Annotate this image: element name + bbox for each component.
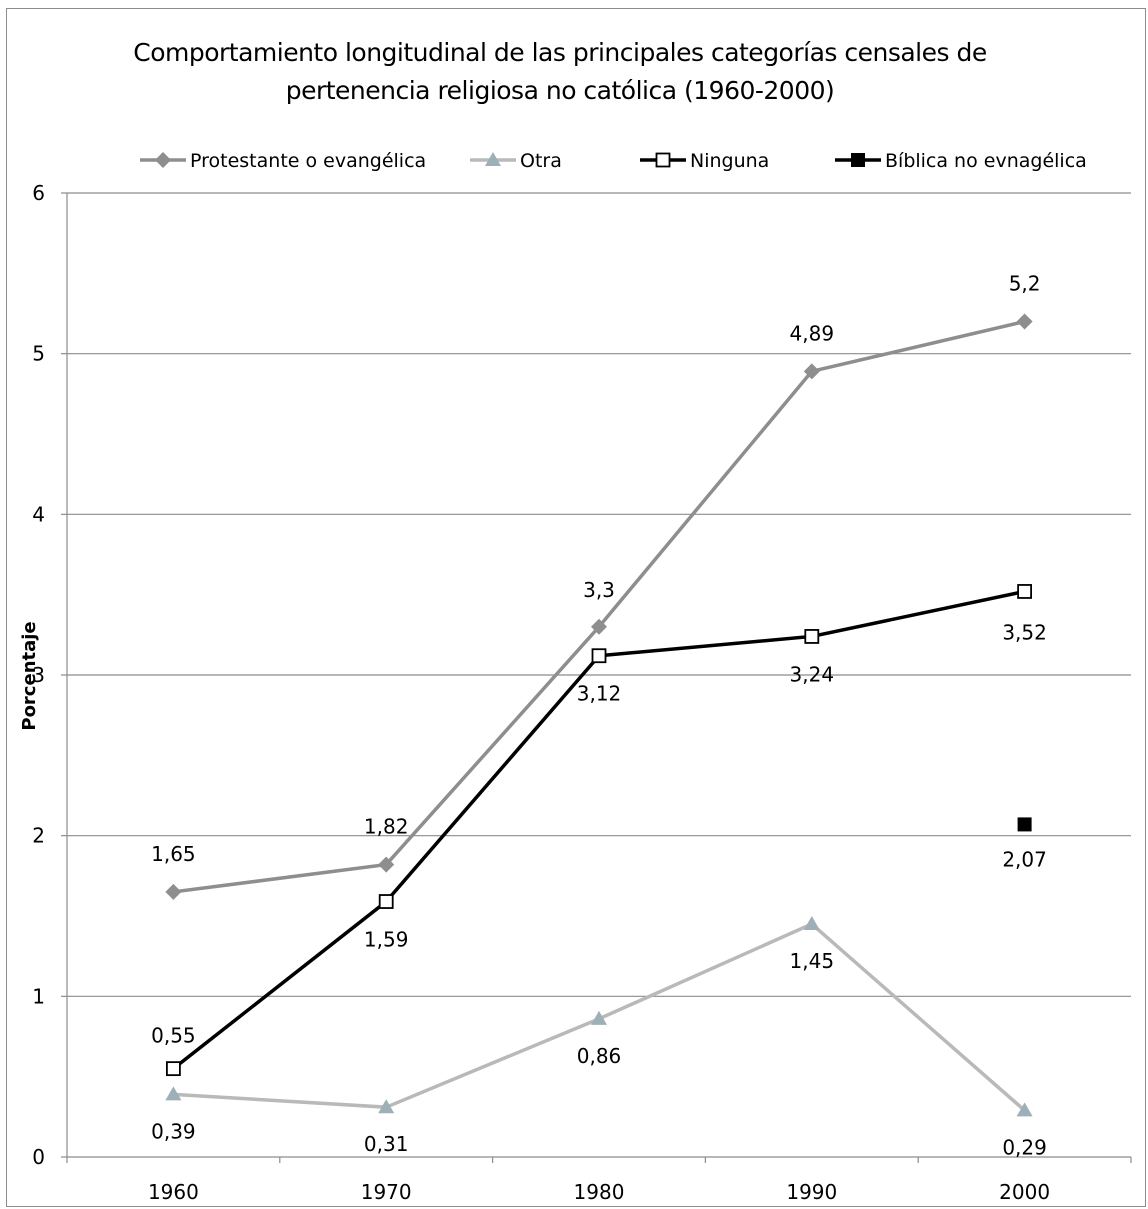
data-point — [378, 856, 395, 873]
series-2 — [165, 916, 1033, 1117]
legend-marker — [851, 153, 865, 167]
axes: 0 1 2 3 4 5 6 1960 1970 1980 1990 2000 — [32, 181, 1132, 1204]
chart-title-line-2: pertenencia religiosa no católica (1960-… — [285, 76, 835, 105]
data-point — [1016, 1102, 1033, 1117]
legend-label: Protestante o evangélica — [190, 150, 426, 172]
y-tick-label: 2 — [32, 824, 45, 848]
series-line — [173, 319, 1025, 894]
data-point — [165, 1061, 181, 1077]
series-4 — [1017, 817, 1032, 832]
data-label: 1,82 — [364, 815, 409, 839]
x-tick-label: 1990 — [786, 1180, 837, 1204]
data-label: 0,39 — [151, 1119, 196, 1143]
y-tick-label: 3 — [32, 663, 45, 687]
data-label: 2,07 — [1002, 847, 1047, 871]
legend-marker — [155, 152, 171, 168]
y-tick-label: 6 — [32, 181, 45, 205]
data-label: 3,24 — [790, 662, 835, 686]
legend-label: Ninguna — [690, 150, 769, 172]
legend-marker — [655, 152, 671, 168]
data-point — [165, 1086, 182, 1101]
legend-item: Protestante o evangélica — [140, 150, 426, 172]
x-tick-label: 1980 — [574, 1180, 625, 1204]
x-tick-label: 2000 — [999, 1180, 1050, 1204]
data-point — [378, 1099, 395, 1114]
chart-title-line-1: Comportamiento longitudinal de las princ… — [133, 38, 987, 67]
data-label: 3,12 — [577, 682, 622, 706]
legend-item: Otra — [470, 150, 562, 172]
legend-item: Bíblica no evnagélica — [835, 150, 1087, 172]
data-labels: 1,65 1,82 3,3 4,89 5,2 0,39 0,31 0,86 1,45 0,29 0,… — [151, 272, 1047, 1160]
data-point — [1017, 584, 1032, 599]
data-label: 3,3 — [583, 578, 615, 602]
data-point — [804, 629, 820, 644]
legend-marker — [485, 152, 501, 166]
series — [165, 313, 1033, 1117]
data-label: 0,86 — [577, 1044, 622, 1068]
data-point — [803, 916, 820, 931]
data-point — [378, 894, 394, 909]
legend-item: Ninguna — [640, 150, 769, 172]
x-tick-label: 1970 — [361, 1180, 412, 1204]
data-point — [1016, 313, 1033, 330]
legend-label: Otra — [520, 150, 562, 172]
data-label: 0,31 — [364, 1132, 409, 1156]
data-point — [591, 1010, 607, 1025]
y-tick-label: 4 — [32, 502, 45, 526]
y-tick-label: 0 — [32, 1145, 45, 1169]
data-label: 1,65 — [151, 842, 196, 866]
data-label: 4,89 — [790, 321, 835, 345]
gridlines — [67, 192, 1131, 997]
chart-title: Comportamiento longitudinal de las princ… — [60, 34, 1060, 110]
series-1 — [165, 313, 1033, 900]
legend: Protestante o evangélica Otra Ninguna Bíbli… — [140, 150, 1087, 172]
data-label: 3,52 — [1002, 620, 1047, 644]
data-label: 0,29 — [1002, 1135, 1047, 1159]
data-point — [591, 648, 607, 664]
data-label: 1,59 — [364, 928, 409, 952]
series-3 — [165, 584, 1032, 1077]
x-tick-label: 1960 — [148, 1180, 199, 1204]
y-axis-title: Porcentaje — [19, 621, 40, 730]
y-tick-label: 1 — [32, 984, 45, 1008]
data-point — [803, 363, 820, 380]
data-point — [165, 883, 182, 900]
data-point — [1017, 817, 1032, 832]
y-tick-label: 5 — [32, 342, 45, 366]
legend-label: Bíblica no evnagélica — [885, 150, 1087, 172]
data-point — [591, 618, 607, 635]
data-label: 5,2 — [1009, 272, 1041, 296]
data-label: 1,45 — [790, 949, 835, 973]
data-label: 0,55 — [151, 1024, 196, 1048]
